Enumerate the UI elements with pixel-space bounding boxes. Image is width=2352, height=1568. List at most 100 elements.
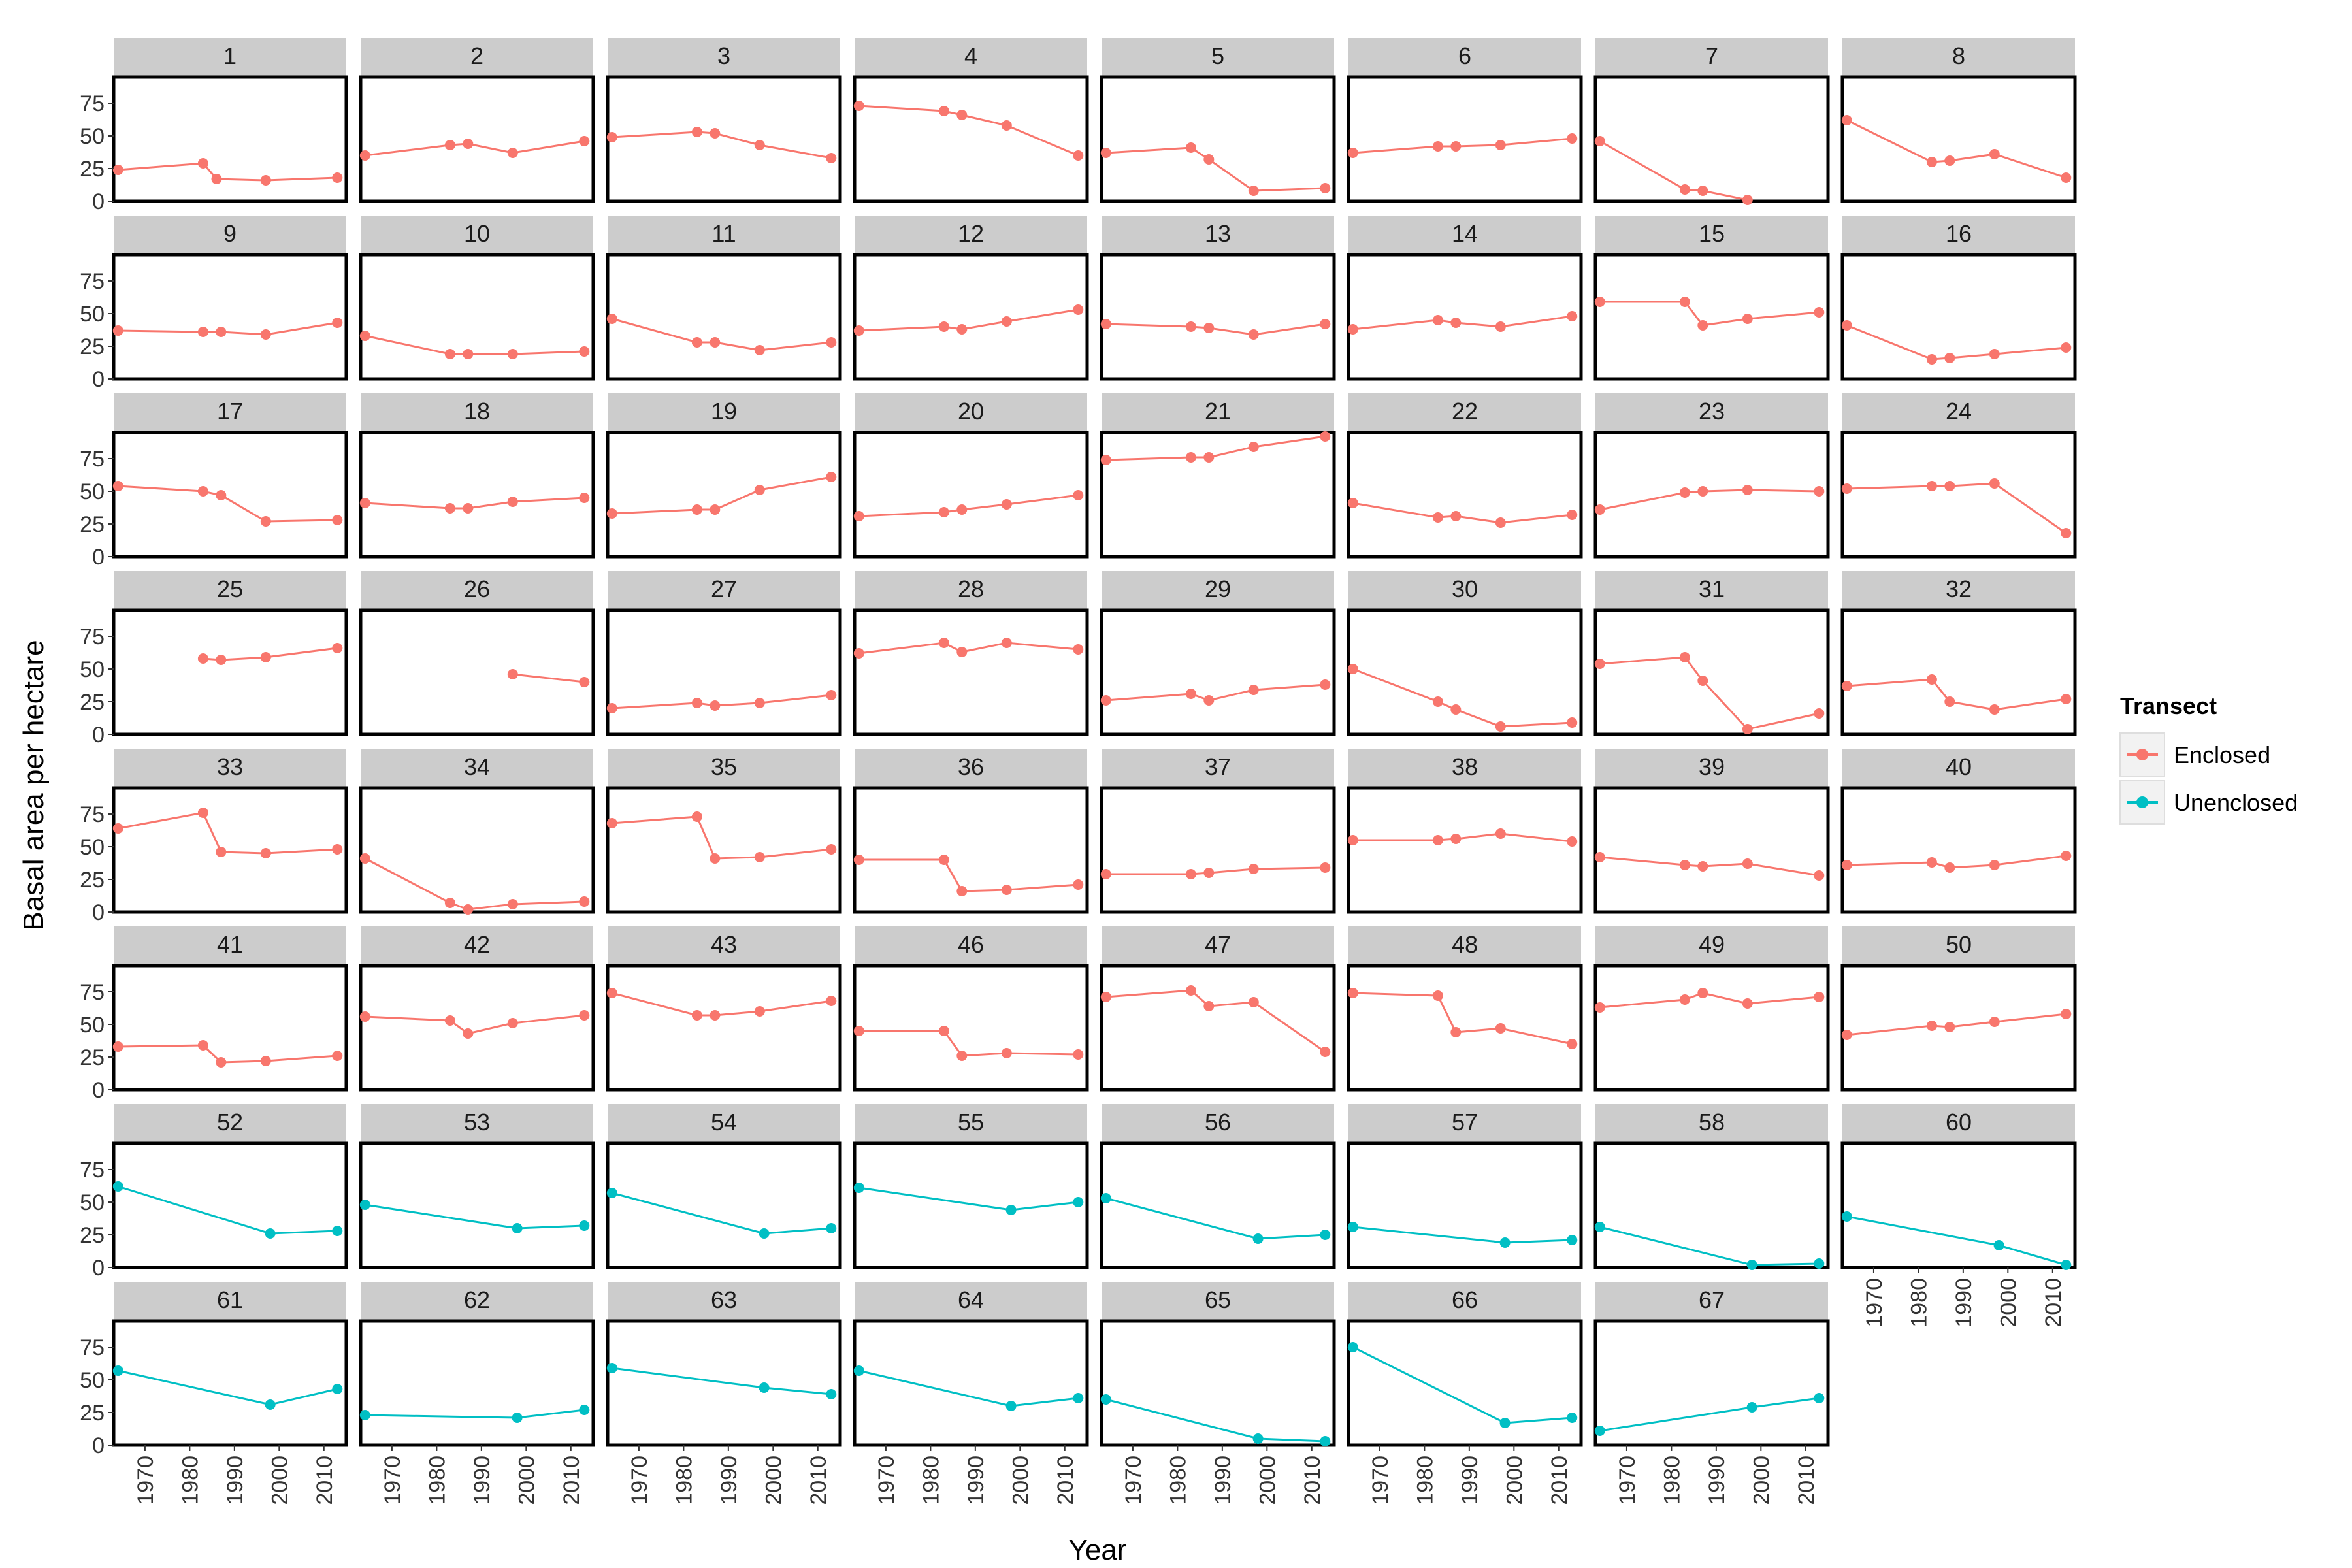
facet-strip xyxy=(855,1104,1087,1142)
facet-strip xyxy=(1595,393,1828,431)
data-point xyxy=(826,844,837,855)
y-tick-label: 75 xyxy=(80,980,105,1005)
data-point xyxy=(579,493,590,503)
facet-strip xyxy=(1842,749,2075,787)
data-point xyxy=(691,811,702,822)
data-point xyxy=(710,1010,721,1021)
data-point xyxy=(260,652,271,662)
x-tick-label: 2000 xyxy=(1008,1456,1033,1505)
data-point xyxy=(1989,349,2000,359)
data-point xyxy=(1679,297,1690,307)
data-point xyxy=(1073,644,1084,655)
facet-strip-label: 43 xyxy=(711,931,737,958)
data-point xyxy=(691,504,702,515)
facet-strip xyxy=(855,393,1087,431)
y-tick-label: 0 xyxy=(92,723,105,747)
data-point xyxy=(1001,499,1012,510)
data-point xyxy=(1567,510,1578,520)
facet-strip-label: 38 xyxy=(1452,753,1478,780)
data-point xyxy=(260,1056,271,1066)
data-point xyxy=(606,1188,617,1198)
data-point xyxy=(1100,319,1111,329)
data-point xyxy=(1252,1233,1264,1244)
facet-strip-label: 65 xyxy=(1205,1286,1231,1313)
facet-strip xyxy=(361,216,593,253)
data-point xyxy=(1203,154,1215,165)
data-point xyxy=(1073,304,1084,315)
legend-item-enclosed[interactable]: Enclosed xyxy=(2119,732,2270,777)
facet-panel-29: 29 xyxy=(1100,571,1336,736)
data-point xyxy=(1347,835,1358,845)
data-point xyxy=(463,904,474,915)
panel-frame xyxy=(606,253,842,381)
facet-strip xyxy=(1842,216,2075,253)
data-point xyxy=(112,823,123,834)
y-tick-label: 75 xyxy=(80,1335,105,1360)
data-point xyxy=(1567,1235,1578,1245)
facet-strip-label: 58 xyxy=(1699,1109,1725,1135)
facet-strip-label: 8 xyxy=(1952,42,1965,69)
data-point xyxy=(1841,681,1852,691)
data-point xyxy=(1005,1401,1017,1411)
data-point xyxy=(1944,155,1955,166)
facet-panel-42: 42 xyxy=(359,926,595,1092)
data-point xyxy=(1697,676,1708,686)
data-point xyxy=(1679,487,1690,498)
panel-frame xyxy=(1100,1319,1336,1447)
data-point xyxy=(853,511,864,521)
data-point xyxy=(112,1181,123,1192)
x-tick-label: 2000 xyxy=(514,1456,539,1505)
data-point xyxy=(1320,183,1331,193)
facet-strip xyxy=(1595,926,1828,964)
data-point xyxy=(1450,141,1462,152)
data-point xyxy=(1073,1197,1084,1207)
panel-frame xyxy=(1593,608,1830,736)
data-point xyxy=(606,132,617,142)
facet-panel-39: 39 xyxy=(1593,749,1830,914)
data-point xyxy=(1989,149,2000,159)
data-point xyxy=(1450,511,1462,521)
facet-strip-label: 49 xyxy=(1699,931,1725,958)
facet-panel-36: 36 xyxy=(853,749,1089,914)
facet-strip xyxy=(361,749,593,787)
data-point xyxy=(1594,504,1605,515)
data-point xyxy=(1248,329,1259,340)
y-tick-label: 25 xyxy=(80,690,105,715)
panel-frame xyxy=(606,786,842,914)
data-point xyxy=(606,818,617,828)
legend-key-unenclosed xyxy=(2136,796,2148,808)
data-point xyxy=(826,1223,837,1233)
x-tick-label: 2000 xyxy=(1996,1278,2021,1328)
data-point xyxy=(1185,689,1196,699)
data-point xyxy=(1001,885,1012,895)
x-tick-label: 2010 xyxy=(1547,1456,1572,1505)
data-point xyxy=(1989,1017,2000,1027)
facet-strip-label: 26 xyxy=(464,576,490,602)
data-point xyxy=(938,106,949,116)
data-point xyxy=(754,698,765,708)
data-point xyxy=(1100,148,1111,158)
data-point xyxy=(691,1010,702,1021)
facet-strip xyxy=(1348,926,1581,964)
facet-panel-56: 56 xyxy=(1100,1104,1336,1269)
data-point xyxy=(1347,1222,1358,1232)
facet-strip xyxy=(1348,216,1581,253)
facet-panel-66: 66 xyxy=(1347,1282,1583,1447)
y-tick-label: 25 xyxy=(80,512,105,537)
data-point xyxy=(579,677,590,687)
data-point xyxy=(332,1051,343,1061)
x-tick-label: 2000 xyxy=(1255,1456,1280,1505)
panel-frame xyxy=(606,608,842,736)
facet-strip-label: 61 xyxy=(217,1286,243,1313)
data-point xyxy=(332,1384,343,1394)
panel-frame xyxy=(853,1319,1089,1447)
facet-strip-label: 34 xyxy=(464,753,490,780)
x-tick-label: 1990 xyxy=(1211,1456,1235,1505)
legend-item-unenclosed[interactable]: Unenclosed xyxy=(2119,780,2298,825)
data-point xyxy=(606,988,617,998)
data-point xyxy=(1567,311,1578,321)
data-point xyxy=(938,638,949,648)
panel-frame xyxy=(853,608,1089,736)
panel-frame xyxy=(112,75,348,203)
